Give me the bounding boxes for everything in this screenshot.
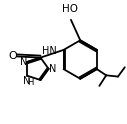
Text: HO: HO — [62, 4, 78, 14]
Text: N: N — [49, 64, 56, 74]
Text: HN: HN — [42, 46, 56, 56]
Text: O: O — [8, 51, 17, 61]
Text: N: N — [23, 76, 30, 86]
Text: N: N — [20, 57, 27, 67]
Text: H: H — [28, 78, 34, 87]
